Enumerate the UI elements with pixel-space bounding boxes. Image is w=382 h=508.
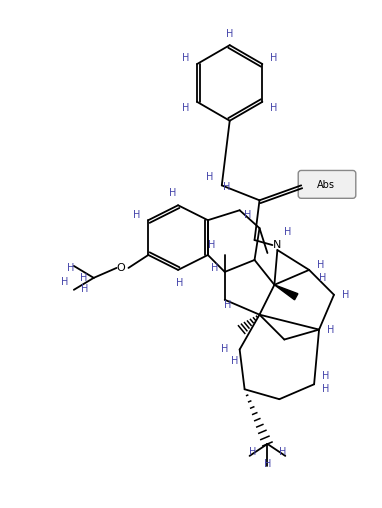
Text: H: H (270, 103, 277, 113)
Polygon shape (274, 285, 298, 300)
Text: H: H (67, 263, 74, 273)
Text: H: H (80, 273, 87, 283)
Text: H: H (221, 344, 228, 355)
Text: O: O (116, 263, 125, 273)
Text: H: H (322, 384, 330, 394)
Text: H: H (244, 210, 251, 220)
Text: H: H (278, 447, 286, 457)
Text: H: H (231, 357, 238, 366)
Text: H: H (319, 273, 327, 283)
Text: H: H (223, 182, 230, 193)
Text: H: H (322, 371, 330, 382)
Text: H: H (342, 290, 350, 300)
Text: H: H (264, 459, 271, 469)
Text: H: H (327, 325, 335, 335)
Text: H: H (183, 103, 190, 113)
Text: H: H (226, 29, 233, 39)
Text: Abs: Abs (317, 180, 335, 190)
Text: H: H (170, 188, 177, 198)
Text: H: H (133, 210, 140, 220)
Text: H: H (183, 53, 190, 63)
Text: H: H (208, 240, 215, 250)
FancyBboxPatch shape (298, 171, 356, 198)
Text: H: H (249, 447, 256, 457)
Text: H: H (176, 278, 184, 288)
Text: H: H (224, 300, 231, 310)
Text: H: H (206, 172, 214, 182)
Text: H: H (61, 277, 69, 287)
Text: H: H (283, 227, 291, 237)
Text: N: N (273, 240, 282, 250)
Text: H: H (270, 53, 277, 63)
Text: H: H (317, 260, 325, 270)
Text: H: H (81, 284, 89, 294)
Text: H: H (211, 263, 219, 273)
